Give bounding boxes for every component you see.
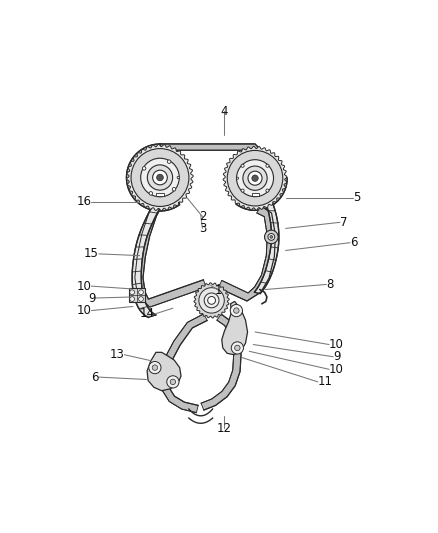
Circle shape (227, 150, 283, 206)
Circle shape (237, 160, 274, 197)
Circle shape (141, 158, 179, 197)
Circle shape (265, 230, 278, 244)
Text: 12: 12 (217, 422, 232, 434)
Polygon shape (132, 201, 162, 317)
Circle shape (231, 342, 244, 354)
Bar (129, 288, 145, 302)
Circle shape (237, 177, 239, 179)
Circle shape (156, 198, 159, 200)
Polygon shape (223, 147, 287, 210)
Text: 5: 5 (353, 191, 361, 204)
Text: 4: 4 (221, 105, 228, 118)
Circle shape (130, 297, 134, 302)
Text: 1: 1 (215, 284, 222, 297)
Circle shape (268, 193, 276, 201)
Circle shape (241, 164, 244, 167)
Circle shape (177, 176, 180, 179)
Text: 11: 11 (318, 375, 333, 389)
Circle shape (233, 308, 239, 313)
Circle shape (266, 189, 269, 192)
Circle shape (151, 192, 164, 206)
Bar (156, 193, 164, 197)
Circle shape (235, 345, 240, 351)
Text: 3: 3 (199, 222, 206, 235)
Circle shape (153, 170, 167, 185)
Circle shape (241, 189, 244, 192)
Polygon shape (201, 314, 241, 410)
Circle shape (157, 174, 163, 181)
Circle shape (204, 293, 219, 308)
Text: 10: 10 (77, 280, 92, 293)
Circle shape (138, 297, 143, 302)
Text: 9: 9 (88, 292, 95, 304)
Polygon shape (160, 314, 207, 413)
Polygon shape (135, 208, 206, 307)
Circle shape (130, 290, 134, 295)
Text: 14: 14 (140, 308, 155, 320)
Text: 7: 7 (340, 216, 347, 229)
Text: 10: 10 (77, 304, 92, 317)
Polygon shape (127, 144, 193, 211)
Text: 8: 8 (326, 278, 334, 291)
Polygon shape (147, 352, 181, 391)
Circle shape (252, 175, 258, 181)
Polygon shape (218, 206, 276, 301)
Text: 10: 10 (329, 338, 344, 351)
Circle shape (170, 379, 176, 385)
Text: 13: 13 (110, 348, 124, 361)
Circle shape (248, 171, 262, 185)
Circle shape (208, 296, 215, 304)
Circle shape (230, 304, 243, 317)
Circle shape (149, 192, 152, 195)
Polygon shape (127, 144, 287, 211)
Text: 2: 2 (199, 210, 206, 223)
Polygon shape (254, 199, 279, 294)
Circle shape (147, 165, 173, 190)
Circle shape (172, 188, 176, 191)
Circle shape (167, 376, 179, 388)
Circle shape (243, 166, 267, 190)
Circle shape (149, 361, 161, 374)
Circle shape (266, 164, 269, 167)
Circle shape (270, 196, 274, 199)
Circle shape (152, 365, 158, 370)
Text: 9: 9 (333, 350, 341, 364)
Circle shape (167, 160, 171, 164)
Text: 6: 6 (92, 370, 99, 384)
Circle shape (268, 233, 275, 240)
Circle shape (199, 288, 224, 313)
Circle shape (154, 196, 161, 203)
Text: 6: 6 (350, 236, 357, 249)
Bar (251, 193, 258, 196)
Text: 16: 16 (76, 196, 92, 208)
Circle shape (142, 167, 146, 170)
Polygon shape (194, 283, 229, 318)
Circle shape (138, 290, 143, 295)
Text: 10: 10 (329, 363, 344, 376)
Circle shape (131, 149, 189, 206)
Text: 15: 15 (84, 247, 99, 261)
Circle shape (270, 236, 273, 238)
Polygon shape (222, 302, 247, 354)
